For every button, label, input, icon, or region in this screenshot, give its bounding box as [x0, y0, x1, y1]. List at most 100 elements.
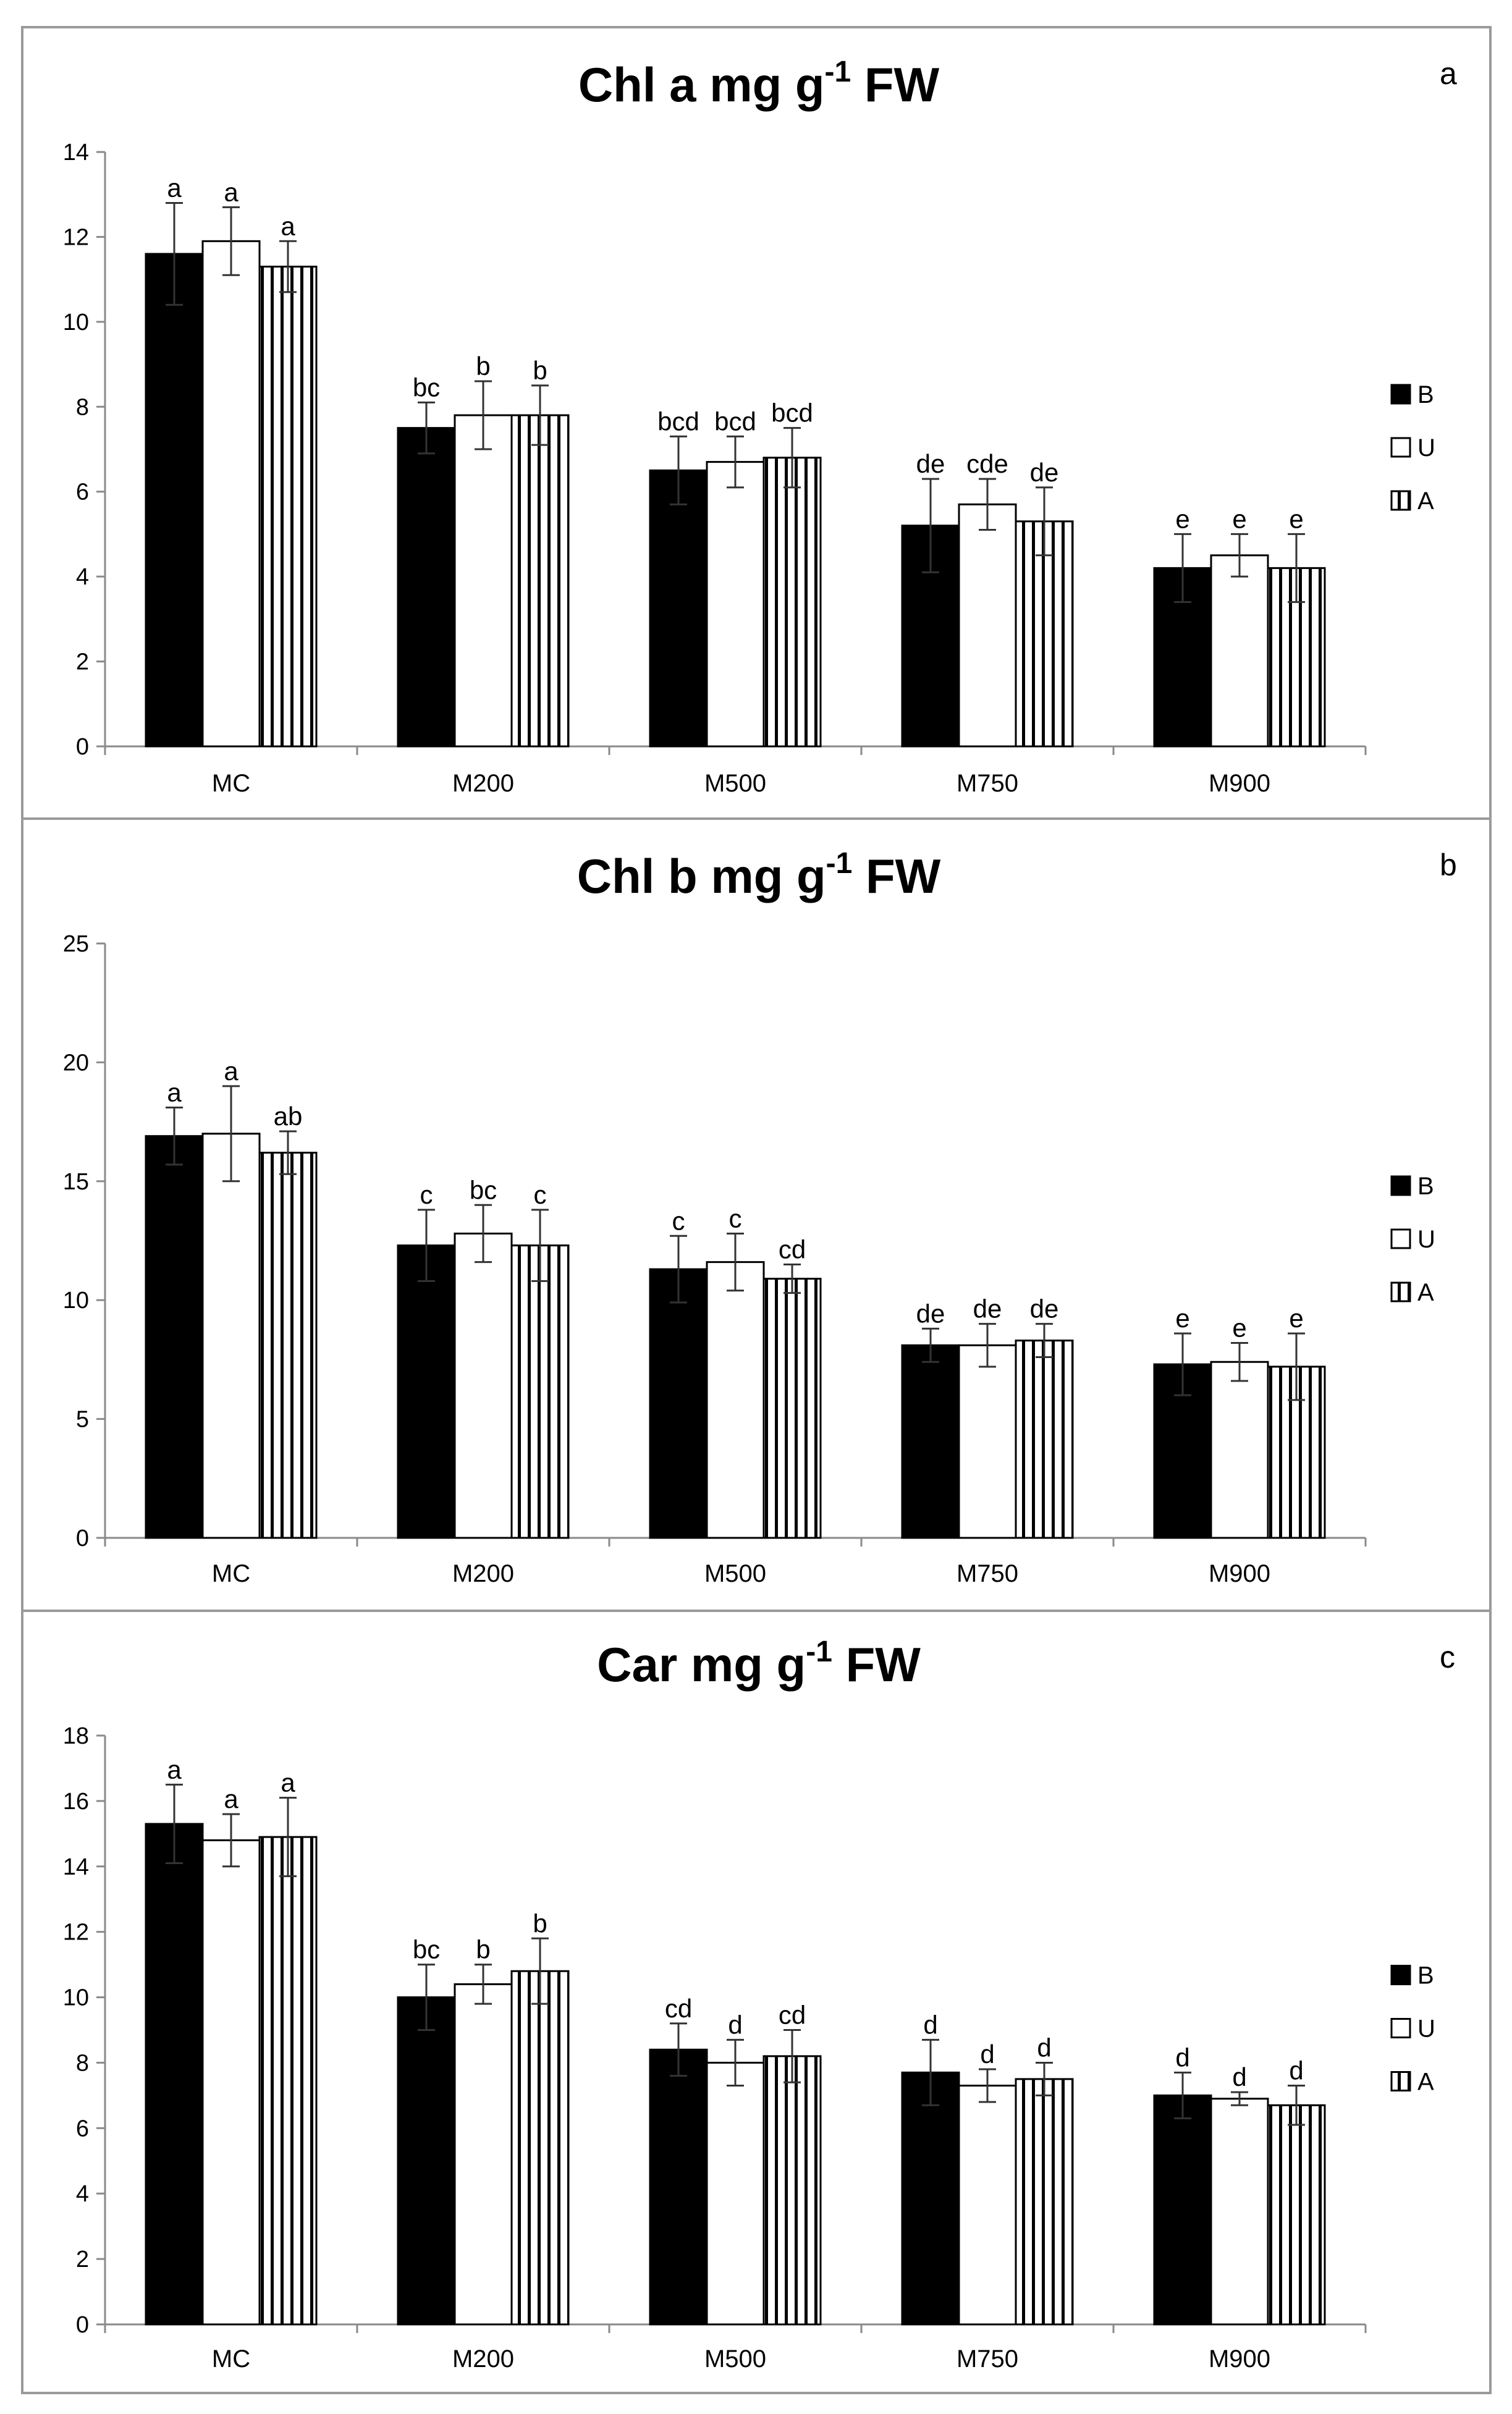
significance-letter: c: [672, 1206, 685, 1235]
bar-u: [454, 1232, 513, 1539]
bar-u: [706, 461, 765, 748]
legend-swatch-b: [1390, 1175, 1411, 1196]
y-tick-label: 14: [63, 1854, 89, 1880]
bar-b: [145, 253, 204, 748]
significance-letter: a: [224, 1784, 239, 1813]
x-category-label: MC: [212, 1560, 250, 1587]
x-category-label: MC: [212, 770, 250, 797]
chart-a-svg: Chl a mg g-1 FW a 0 2 4 6 8 10 12 14 MC a a a M200 bc b b…: [63, 56, 1457, 797]
legend-label: U: [1417, 434, 1435, 462]
bar-u: [1210, 554, 1269, 748]
bar-u: [201, 1133, 261, 1539]
bar-b: [145, 1135, 204, 1539]
chart-c-svg: Car mg g-1 FW c024681012141618MCaaaM200bc…: [63, 1635, 1455, 2373]
y-tick-label: 2: [76, 2247, 89, 2273]
significance-letter: a: [167, 1078, 182, 1107]
bar-a: [1267, 2104, 1326, 2326]
significance-letter: c: [420, 1180, 433, 1209]
x-category-label: M900: [1209, 770, 1270, 797]
chart-panel-c: Car mg g-1 FW c 0 2 4 6 8 10 12 14 16 18 MC a a a M200 bc…: [21, 1610, 1492, 2394]
significance-letter: a: [167, 1755, 182, 1784]
chart-title: Chl a mg g-1 FW: [578, 56, 940, 112]
significance-letter: d: [923, 2010, 937, 2039]
chart-title-superscript: -1: [825, 56, 851, 88]
x-category-label: M500: [704, 770, 766, 797]
legend-swatch-a: [1390, 490, 1411, 511]
bar-a: [510, 414, 570, 748]
significance-letter: e: [1289, 504, 1303, 533]
chart-panel-a: Chl a mg g-1 FW a 0 2 4 6 8 10 12 14 MC a a a M200 bc b b…: [21, 26, 1492, 820]
y-tick-label: 4: [76, 564, 89, 590]
x-category-label: MC: [212, 2345, 250, 2373]
bar-u: [454, 414, 513, 748]
legend-label: B: [1417, 381, 1434, 408]
chart-b-svg: Chl b mg g-1 FW b 0 5 10 15 20 25 MC a a ab M200 c bc c…: [63, 847, 1457, 1587]
significance-letter: bc: [470, 1175, 497, 1204]
bar-b: [649, 469, 708, 748]
significance-letter: de: [916, 449, 945, 478]
bar-a: [510, 1244, 570, 1539]
chart-title-suffix: FW: [851, 57, 939, 112]
y-tick-label: 20: [63, 1050, 89, 1076]
y-tick-label: 4: [76, 2181, 89, 2207]
significance-letter: a: [167, 173, 182, 202]
bar-b: [397, 1996, 456, 2326]
bar-a: [1015, 520, 1074, 748]
legend-swatch-a: [1390, 1281, 1411, 1302]
significance-letter: d: [1175, 2043, 1189, 2072]
bar-u: [958, 2085, 1017, 2326]
bar-b: [397, 1244, 456, 1539]
bar-a: [1015, 2078, 1074, 2326]
chart-title-suffix: FW: [852, 849, 940, 903]
significance-letter: de: [973, 1294, 1002, 1323]
legend-label: B: [1417, 1962, 1434, 1990]
y-tick-label: 10: [63, 310, 89, 336]
chart-title: Car mg g-1 FW: [597, 1635, 921, 1692]
significance-letter: e: [1175, 1304, 1189, 1333]
legend-label: U: [1417, 1226, 1435, 1253]
chart-title-superscript: -1: [806, 1635, 832, 1668]
panel-letter: a: [1440, 56, 1457, 91]
significance-letter: e: [1175, 504, 1189, 533]
x-category-label: M750: [957, 2345, 1018, 2373]
significance-letter: de: [1030, 1294, 1059, 1323]
bar-a: [258, 266, 318, 748]
bar-b: [397, 427, 456, 748]
significance-letter: bcd: [714, 407, 756, 436]
significance-letter: bc: [413, 1935, 440, 1964]
bar-u: [706, 2061, 765, 2326]
y-tick-label: 14: [63, 140, 89, 166]
y-tick-label: 10: [63, 1288, 89, 1314]
chart-title: Chl b mg g-1 FW: [577, 847, 941, 903]
bar-a: [510, 1970, 570, 2326]
chart-title-main: Car mg g: [597, 1637, 806, 1692]
x-category-label: M500: [704, 2345, 766, 2373]
chart-panel-b: Chl b mg g-1 FW b 0 5 10 15 20 25 MC a a ab M200 c bc c…: [21, 817, 1492, 1612]
chart-title-main: Chl b mg g: [577, 849, 826, 903]
panel-letter: c: [1440, 1640, 1455, 1674]
bar-b: [1153, 2094, 1212, 2326]
bar-a: [762, 457, 822, 748]
bar-a: [1015, 1340, 1074, 1539]
significance-letter: e: [1232, 504, 1246, 533]
y-tick-label: 8: [76, 394, 89, 420]
significance-letter: b: [476, 352, 490, 381]
legend-label: A: [1417, 2069, 1434, 2096]
significance-letter: a: [281, 1768, 295, 1797]
y-tick-label: 25: [63, 931, 89, 957]
x-category-label: M200: [452, 1560, 514, 1587]
significance-letter: bc: [413, 373, 440, 402]
bar-u: [958, 503, 1017, 748]
y-tick-label: 8: [76, 2050, 89, 2076]
legend-label: A: [1417, 487, 1434, 515]
significance-letter: e: [1232, 1313, 1246, 1342]
significance-letter: ab: [274, 1102, 303, 1131]
significance-letter: a: [224, 177, 239, 206]
significance-letter: d: [1037, 2033, 1051, 2062]
bar-a: [762, 2055, 822, 2326]
significance-letter: b: [476, 1935, 490, 1964]
significance-letter: bcd: [771, 399, 813, 428]
y-tick-label: 0: [76, 1526, 89, 1551]
significance-letter: a: [224, 1057, 239, 1086]
